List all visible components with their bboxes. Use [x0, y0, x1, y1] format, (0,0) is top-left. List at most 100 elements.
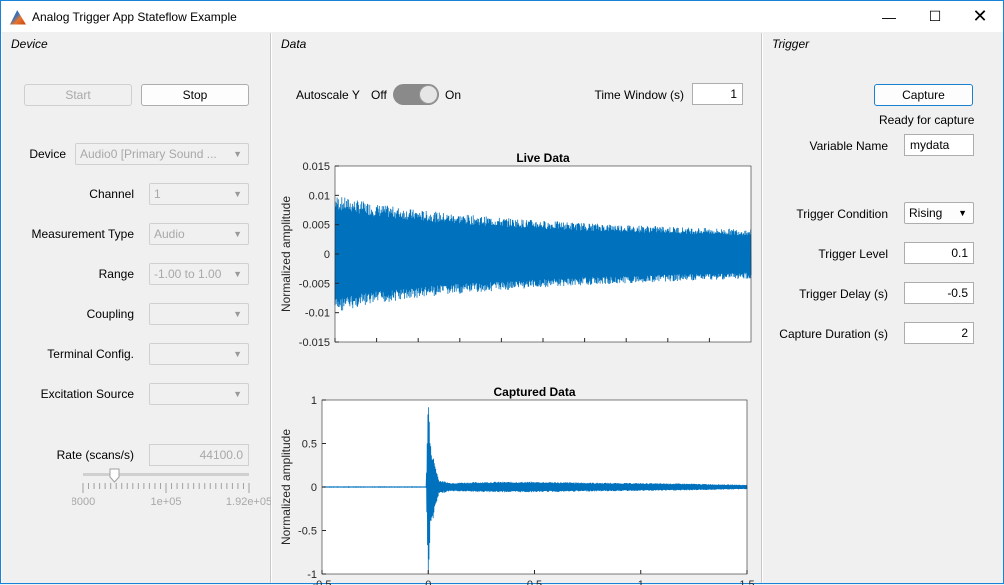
chevron-down-icon: ▼ [233, 189, 242, 199]
chevron-down-icon: ▼ [233, 269, 242, 279]
time-window-input[interactable]: 1 [692, 83, 743, 105]
autoscale-toggle[interactable] [393, 84, 439, 105]
field-label: Excitation Source [40, 387, 134, 401]
trigger-panel-title: Trigger [772, 37, 810, 51]
capture-duration-label: Capture Duration (s) [779, 327, 888, 341]
trigger-delay-label: Trigger Delay (s) [799, 287, 888, 301]
slider-min-label: 8000 [72, 496, 95, 508]
title-bar: Analog Trigger App Stateflow Example — ☐… [1, 1, 1003, 32]
stop-button[interactable]: Stop [141, 84, 249, 106]
y-tick-label: 0 [311, 482, 317, 494]
x-tick-label: 10 [537, 347, 549, 348]
field-label: Measurement Type [31, 227, 135, 241]
chevron-down-icon: ▼ [233, 149, 242, 159]
x-tick-label: 9.7 [411, 347, 426, 348]
slider-mid-label: 1e+05 [151, 496, 182, 508]
signal-line [321, 407, 748, 575]
field-label: Channel [89, 187, 134, 201]
y-tick-label: -0.015 [299, 337, 330, 348]
y-tick-label: 1 [311, 395, 317, 407]
time-window-label: Time Window (s) [594, 88, 684, 102]
y-tick-label: -0.01 [305, 308, 330, 320]
variable-name-label: Variable Name [809, 139, 888, 153]
x-tick-label: -0.5 [313, 579, 332, 585]
trigger-condition-value: Rising [909, 206, 943, 220]
y-tick-label: 0.01 [309, 190, 330, 202]
field-value: 1 [154, 187, 161, 201]
x-tick-label: 10.2 [615, 347, 636, 348]
field-dropdown[interactable]: ▼ [149, 343, 249, 365]
maximize-icon[interactable]: ☐ [928, 8, 942, 24]
field-dropdown[interactable]: Audio0 [Primary Sound ... ▼ [75, 143, 249, 165]
x-tick-label: 9.8 [452, 347, 467, 348]
y-tick-label: 0.015 [302, 161, 330, 173]
field-label: Coupling [86, 307, 134, 321]
start-button[interactable]: Start [24, 84, 132, 106]
y-tick-label: 0.5 [302, 439, 317, 451]
field-dropdown[interactable]: Audio ▼ [149, 223, 249, 245]
y-axis-label: Normalized amplitude [279, 196, 293, 312]
trigger-delay-input[interactable]: -0.5 [904, 282, 974, 304]
y-tick-label: -1 [307, 569, 317, 581]
field-value: -1.00 to 1.00 [154, 267, 222, 281]
autoscale-on-label: On [445, 88, 462, 102]
close-icon[interactable]: ✕ [972, 6, 988, 26]
chevron-down-icon: ▼ [233, 389, 242, 399]
minimize-icon[interactable]: — [882, 8, 896, 25]
slider-thumb[interactable] [109, 468, 120, 483]
trigger-condition-dropdown[interactable]: Rising ▼ [904, 202, 974, 224]
autoscale-label: Autoscale Y [296, 88, 360, 102]
field-dropdown[interactable]: 1 ▼ [149, 183, 249, 205]
field-dropdown[interactable]: ▼ [149, 303, 249, 325]
rate-slider[interactable]: 8000 1e+05 1.92e+05 [72, 467, 272, 517]
x-tick-label: 1 [638, 579, 644, 585]
field-dropdown[interactable]: ▼ [149, 383, 249, 405]
live-data-chart: 9.5 9.6 9.7 9.8 9.9 10 10.1 10.2 10.3 10.4 -0.015 -… [279, 151, 752, 348]
window-title: Analog Trigger App Stateflow Example [32, 9, 237, 24]
y-tick-label: 0.005 [302, 220, 330, 232]
x-tick-label: 10.4 [699, 347, 720, 348]
x-tick-label: 10.3 [657, 347, 678, 348]
rate-input[interactable]: 44100.0 [149, 444, 249, 466]
slider-max-label: 1.92e+05 [226, 496, 272, 508]
x-tick-label: 1.5 [739, 579, 754, 585]
data-panel: Data Autoscale Y Off On Time Window (s) … [271, 33, 762, 585]
trigger-panel: Trigger Capture Ready for capture Variab… [762, 33, 1004, 583]
matlab-logo-icon [10, 10, 26, 25]
trigger-level-label: Trigger Level [818, 247, 888, 261]
x-tick-label: 10.1 [574, 347, 595, 348]
y-axis-label: Normalized amplitude [279, 429, 293, 545]
y-tick-label: 0 [324, 249, 330, 261]
y-tick-label: -0.5 [298, 526, 317, 538]
x-tick-label: 9.5 [327, 347, 342, 348]
x-tick-label: 0 [425, 579, 431, 585]
field-label: Device [29, 147, 66, 161]
chevron-down-icon: ▼ [958, 208, 967, 218]
data-panel-title: Data [281, 37, 307, 51]
y-tick-label: -0.005 [299, 278, 330, 290]
capture-button[interactable]: Capture [874, 84, 973, 106]
chart-title: Captured Data [493, 385, 575, 399]
trigger-condition-label: Trigger Condition [796, 207, 888, 221]
autoscale-off-label: Off [371, 88, 387, 102]
device-panel-title: Device [11, 37, 48, 51]
field-label: Range [98, 267, 134, 281]
variable-name-input[interactable]: mydata [904, 134, 974, 156]
trigger-level-input[interactable]: 0.1 [904, 242, 974, 264]
capture-status: Ready for capture [879, 113, 975, 127]
field-value: Audio0 [Primary Sound ... [80, 147, 217, 161]
chevron-down-icon: ▼ [233, 309, 242, 319]
field-dropdown[interactable]: -1.00 to 1.00 ▼ [149, 263, 249, 285]
x-tick-label: 9.9 [494, 347, 509, 348]
x-tick-label: 0.5 [527, 579, 542, 585]
chevron-down-icon: ▼ [233, 349, 242, 359]
field-value: Audio [154, 227, 185, 241]
device-panel: Device Start Stop Device Audio0 [Primary … [1, 33, 272, 583]
rate-label: Rate (scans/s) [56, 448, 134, 462]
x-tick-label: 9.6 [369, 347, 384, 348]
capture-duration-input[interactable]: 2 [904, 322, 974, 344]
chart-title: Live Data [516, 151, 570, 165]
field-label: Terminal Config. [47, 347, 134, 361]
